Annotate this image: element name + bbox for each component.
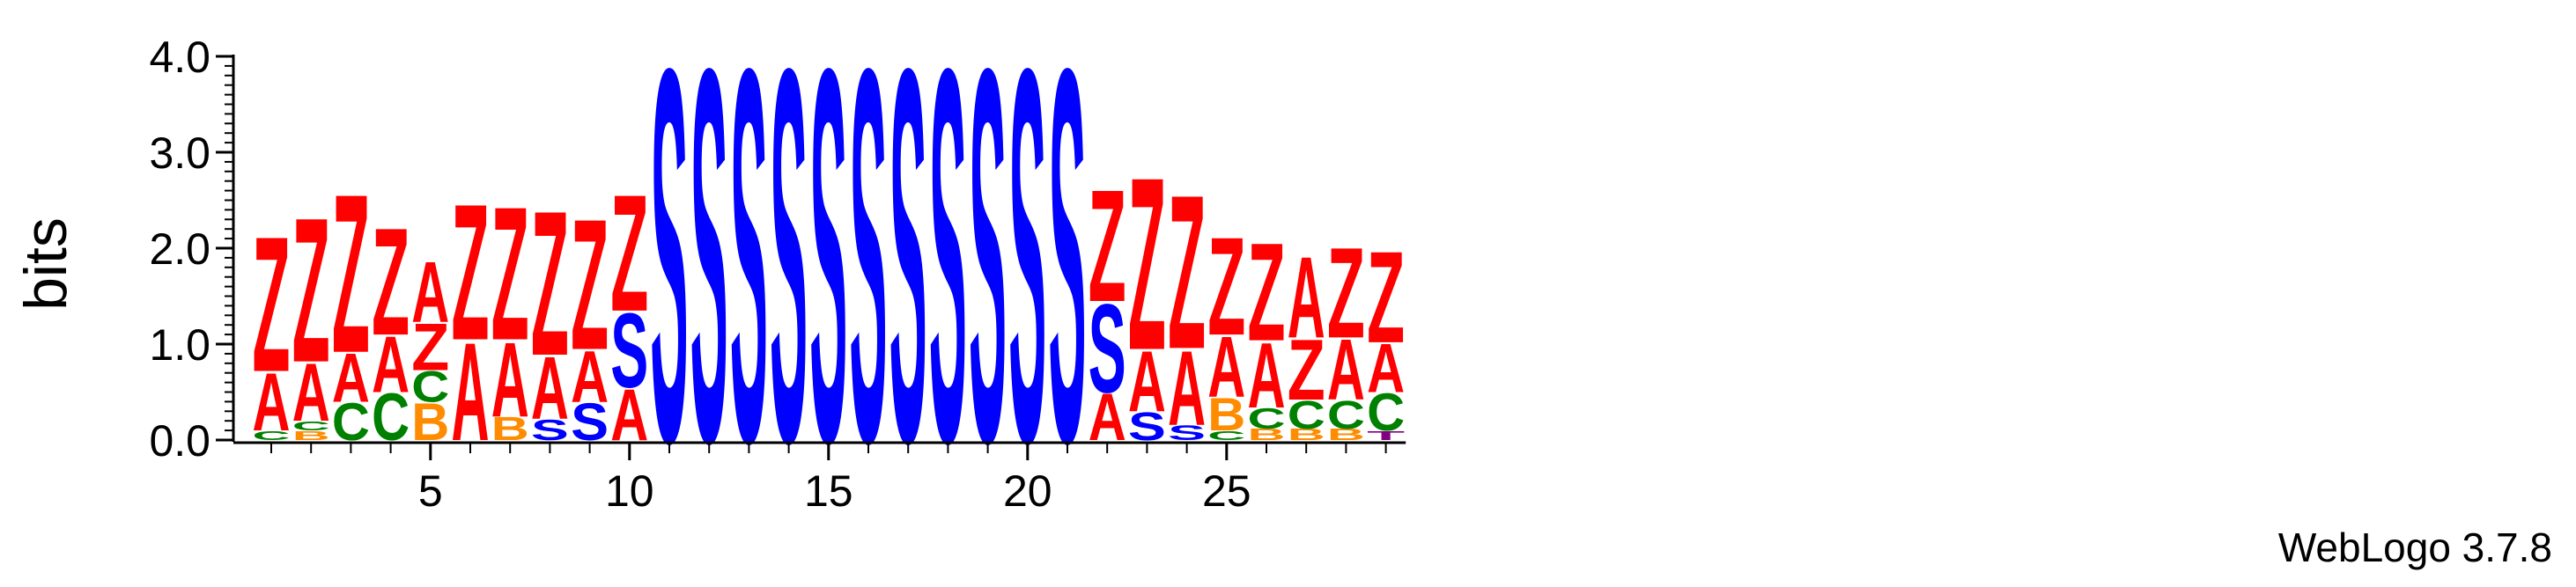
logo-glyph-s: S [929,0,967,554]
y-tick-label: 2.0 [149,224,210,274]
logo-glyph-z: Z [531,167,569,399]
logo-glyph-a: A [332,339,370,416]
logo-glyph-a: A [372,320,410,410]
logo-glyph-t: T [1367,428,1405,443]
logo-glyph-z: Z [1128,127,1166,402]
logo-glyph-s: S [889,0,927,554]
y-tick-label: 1.0 [149,320,210,370]
logo-glyph-a: A [1128,334,1166,430]
logo-glyph-s: S [1008,0,1046,554]
logo-glyph-z: Z [332,146,370,400]
logo-glyph-s: S [531,414,569,446]
logo-glyph-c: C [253,429,291,444]
logo-glyph-b: B [1288,426,1325,444]
logo-glyph-a: A [253,356,291,448]
logo-glyph-a: A [1207,319,1245,416]
logo-glyph-z: Z [1367,224,1405,371]
logo-glyph-a: A [571,336,609,418]
y-axis-label: bits [12,217,79,311]
logo-glyph-a: A [292,346,330,438]
logo-glyph-a: A [411,245,449,341]
logo-glyph-s: S [1168,422,1206,445]
logo-glyph-b: B [491,410,529,447]
logo-glyph-a: A [491,321,529,440]
x-tick-label: 15 [804,466,853,516]
logo-glyph-s: S [809,0,847,554]
logo-glyph-c: C [1288,393,1325,438]
logo-glyph-z: Z [411,311,449,385]
logo-glyph-a: A [1168,330,1206,449]
logo-glyph-z: Z [1207,209,1245,365]
logo-glyph-s: S [969,0,1007,554]
logo-glyph-c: C [1248,402,1286,435]
logo-glyph-z: Z [491,168,529,381]
y-tick-label: 3.0 [149,128,210,178]
logo-glyph-a: A [1288,232,1325,363]
logo-glyph-s: S [1049,0,1087,554]
logo-glyph-b: B [1327,426,1365,444]
logo-glyph-s: S [850,0,888,554]
logo-glyph-s: S [1128,404,1166,448]
x-tick-label: 20 [1003,466,1052,516]
y-tick-label: 4.0 [149,33,210,82]
logo-glyph-a: A [1367,329,1405,407]
logo-glyph-c: C [411,362,449,411]
logo-glyph-z: Z [1327,222,1365,365]
x-tick-label: 25 [1202,466,1251,516]
logo-glyph-s: S [770,0,808,554]
logo-glyph-z: Z [610,161,648,347]
logo-glyph-b: B [292,429,330,444]
logo-glyph-z: Z [452,164,490,381]
x-tick-label: 5 [418,466,443,516]
logo-glyph-s: S [610,290,648,410]
logo-glyph-z: Z [571,181,609,389]
logo-glyph-z: Z [1168,149,1206,394]
logo-glyph-z: Z [253,195,291,412]
logo-glyph-a: A [1248,324,1286,428]
logo-glyph-s: S [690,0,728,554]
logo-glyph-s: S [1089,277,1126,419]
logo-glyph-z: Z [1248,215,1286,371]
logo-glyph-c: C [292,419,330,434]
logo-glyph-z: Z [372,197,410,368]
logo-glyph-z: Z [292,174,330,406]
logo-glyph-c: C [1207,429,1245,444]
logo-glyph-c: C [1327,393,1365,438]
y-tick-label: 0.0 [149,416,210,466]
logo-glyph-c: C [1367,383,1405,443]
logo-glyph-b: B [1207,388,1245,440]
logo-glyph-a: A [1327,322,1365,419]
weblogo-credit: WebLogo 3.7.8 [2278,525,2552,570]
x-tick-label: 10 [605,466,654,516]
logo-glyph-b: B [1248,426,1286,444]
axes: 0.0 1.0 2.0 3.0 4.0 5 10 15 20 25 [149,33,1406,516]
logo-glyph-z: Z [1288,323,1325,419]
logo-glyph-a: A [531,339,569,438]
logo-glyph-z: Z [1089,157,1126,335]
logo-glyph-s: S [730,0,768,554]
logo-glyph-s: S [651,0,689,554]
